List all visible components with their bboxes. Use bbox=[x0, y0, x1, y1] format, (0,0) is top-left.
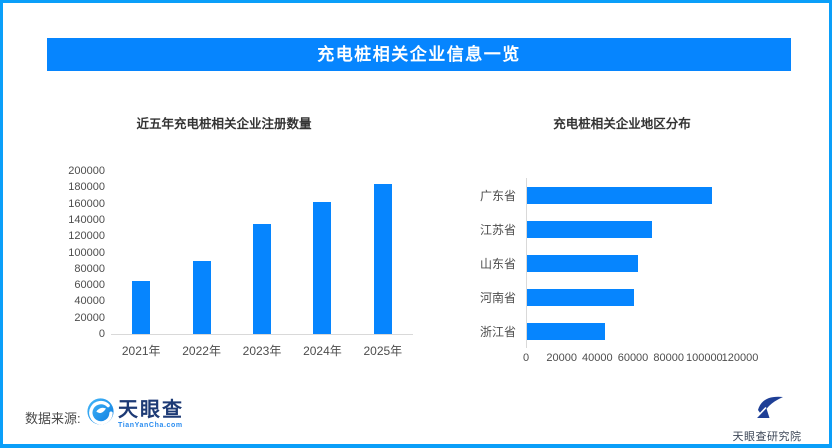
bar-江苏省 bbox=[527, 220, 652, 238]
bar-2022年 bbox=[192, 260, 211, 334]
tianyancha-logo-subtext: TianYanCha.com bbox=[118, 421, 183, 429]
bar-2023年 bbox=[253, 223, 272, 334]
x-tick-label: 2022年 bbox=[182, 344, 221, 358]
y-tick-label: 100000 bbox=[68, 246, 105, 259]
bar-浙江省 bbox=[527, 322, 606, 340]
right-chart-category-axis: 广东省江苏省山东省河南省浙江省 bbox=[455, 178, 516, 348]
bar-row bbox=[527, 178, 748, 212]
category-label: 江苏省 bbox=[479, 222, 516, 237]
bar-row bbox=[527, 314, 748, 348]
y-tick-label: 60000 bbox=[74, 279, 105, 292]
y-tick-label: 180000 bbox=[68, 181, 105, 194]
left-chart-y-axis: 0 20000 40000 60000 80000 100000 120000 140000 1… bbox=[55, 166, 105, 340]
tyc-research-swoosh-icon bbox=[749, 394, 785, 427]
y-tick-label: 140000 bbox=[68, 213, 105, 226]
category-label: 山东省 bbox=[479, 256, 516, 271]
left-chart-plot bbox=[111, 172, 413, 335]
x-tick-label: 100000 bbox=[685, 352, 723, 364]
tianyancha-eye-icon bbox=[87, 398, 114, 430]
tyc-research-logo: 天眼查研究院 bbox=[729, 394, 805, 444]
tianyancha-logo: 天眼查 TianYanCha.com bbox=[87, 398, 184, 430]
x-tick-label: 2021年 bbox=[121, 344, 161, 358]
bar-广东省 bbox=[527, 186, 713, 204]
y-tick-label: 20000 bbox=[74, 311, 105, 324]
tianyancha-logo-text-block: 天眼查 TianYanCha.com bbox=[118, 398, 184, 429]
bar-slot bbox=[353, 172, 413, 334]
x-tick-label: 40000 bbox=[582, 352, 613, 364]
bar-row bbox=[527, 212, 748, 246]
x-tick-label: 20000 bbox=[546, 352, 577, 364]
y-tick-label: 40000 bbox=[74, 295, 105, 308]
bar-row bbox=[527, 246, 748, 280]
right-chart-title: 充电桩相关企业地区分布 bbox=[553, 117, 691, 131]
x-tick-label: 120000 bbox=[721, 352, 759, 364]
x-tick-label: 60000 bbox=[617, 352, 649, 364]
tianyancha-logo-text: 天眼查 bbox=[118, 398, 184, 421]
y-tick-label: 80000 bbox=[74, 262, 105, 275]
category-label: 广东省 bbox=[479, 188, 516, 203]
bar-2024年 bbox=[313, 201, 332, 334]
left-chart-x-axis: 2021年 2022年 2023年 2024年 2025年 bbox=[111, 342, 413, 359]
bar-山东省 bbox=[527, 254, 638, 272]
page-title: 充电桩相关企业信息一览 bbox=[47, 38, 791, 71]
x-tick-label: 0 bbox=[522, 352, 530, 364]
bar-slot bbox=[232, 172, 292, 334]
bar-slot bbox=[111, 172, 171, 334]
tyc-research-logo-text: 天眼查研究院 bbox=[732, 431, 802, 443]
x-tick-label: 2023年 bbox=[242, 344, 282, 358]
right-chart-x-axis: 0 20000 40000 60000 80000 100000 120000 bbox=[522, 352, 758, 365]
y-tick-label: 200000 bbox=[68, 165, 105, 177]
bar-2025年 bbox=[373, 184, 392, 334]
x-tick-label: 2025年 bbox=[363, 344, 403, 358]
bar-slot bbox=[171, 172, 231, 334]
bar-slot bbox=[292, 172, 352, 334]
category-label: 河南省 bbox=[479, 290, 516, 305]
right-chart-plot bbox=[526, 178, 748, 348]
x-tick-label: 2024年 bbox=[303, 344, 342, 358]
data-source-label: 数据来源: bbox=[25, 411, 81, 426]
left-chart-title: 近五年充电桩相关企业注册数量 bbox=[136, 117, 312, 131]
y-tick-label: 120000 bbox=[68, 230, 105, 243]
bar-河南省 bbox=[527, 288, 634, 306]
y-tick-label: 160000 bbox=[68, 197, 105, 210]
y-tick-label: 0 bbox=[98, 328, 105, 340]
x-tick-label: 80000 bbox=[653, 352, 684, 364]
bar-row bbox=[527, 280, 748, 314]
bar-2021年 bbox=[132, 281, 151, 334]
category-label: 浙江省 bbox=[479, 324, 516, 339]
